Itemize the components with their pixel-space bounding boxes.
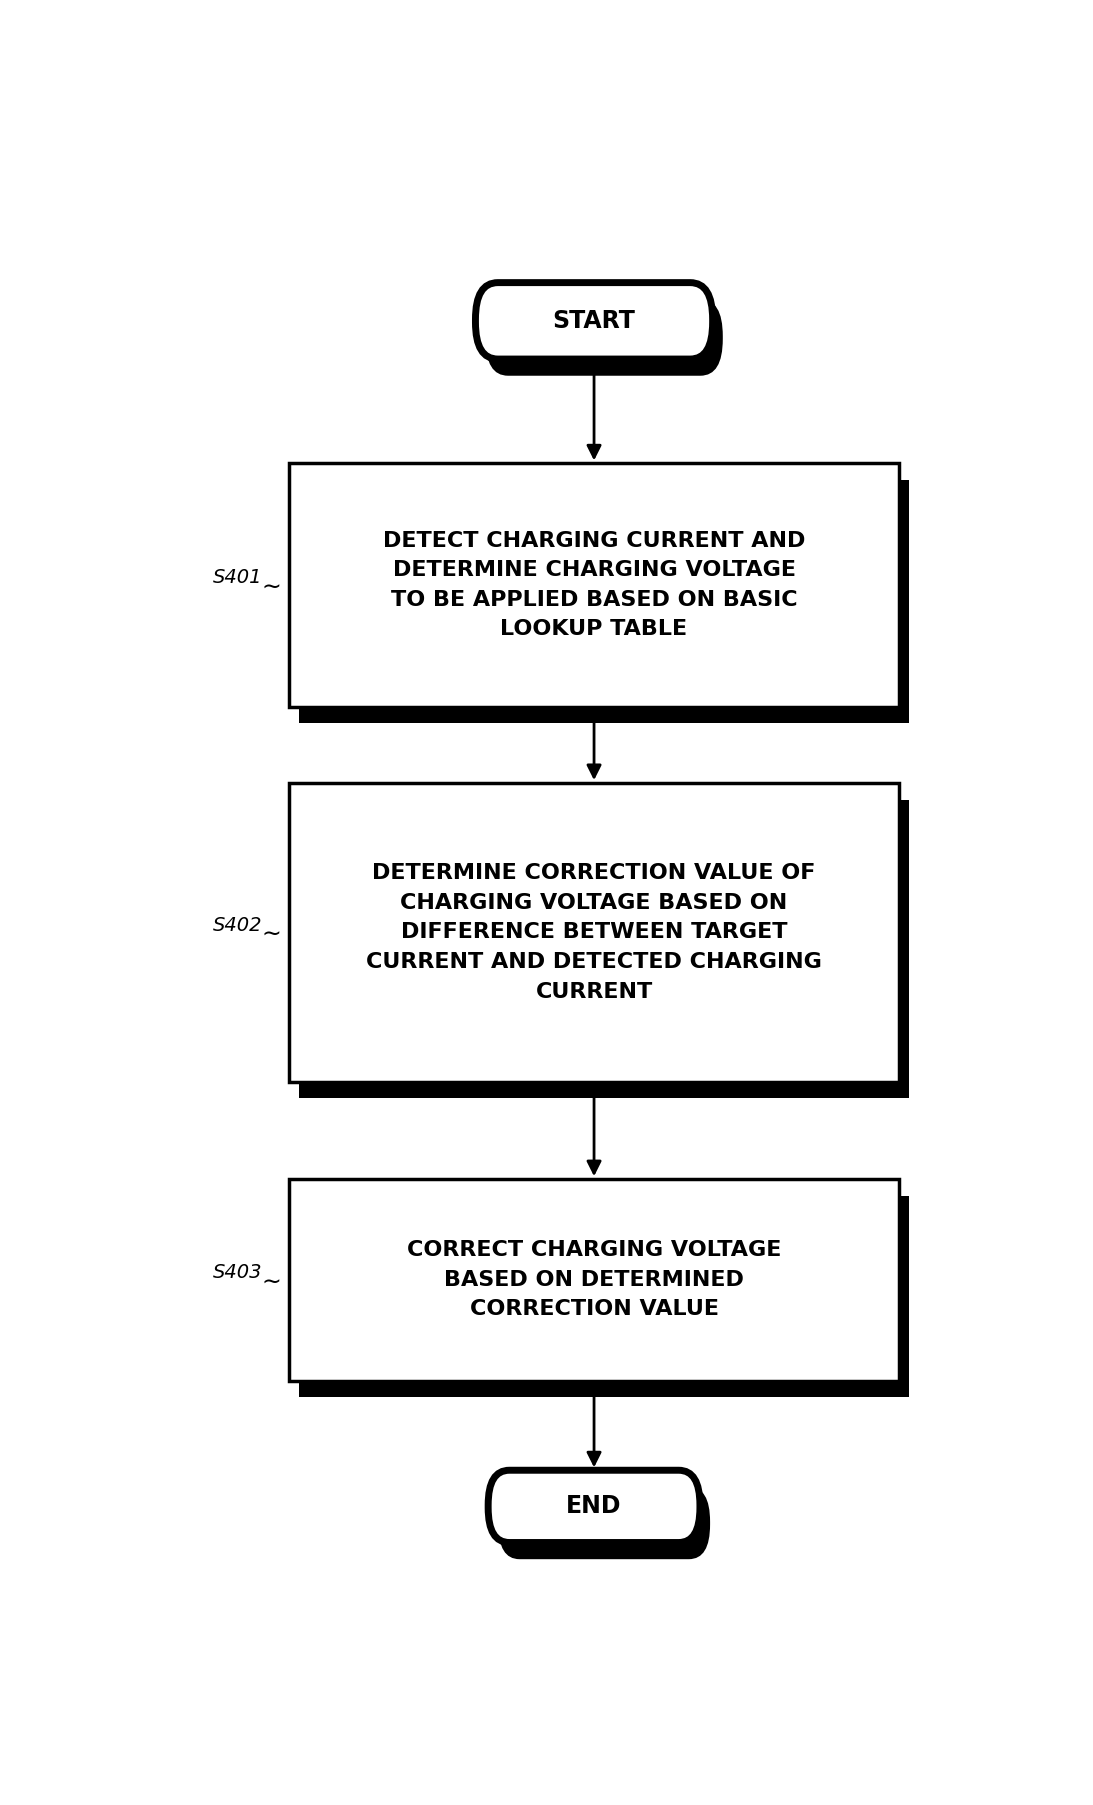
Text: ∼: ∼	[261, 922, 281, 948]
Text: ∼: ∼	[261, 576, 281, 599]
Text: START: START	[553, 309, 635, 332]
FancyBboxPatch shape	[475, 283, 713, 359]
Bar	[290, 783, 900, 1081]
Bar	[290, 1179, 900, 1381]
Text: S402: S402	[213, 915, 262, 935]
Text: CORRECT CHARGING VOLTAGE
BASED ON DETERMINED
CORRECTION VALUE: CORRECT CHARGING VOLTAGE BASED ON DETERM…	[407, 1240, 781, 1319]
Bar	[299, 800, 909, 1099]
Text: END: END	[566, 1495, 622, 1518]
Bar	[299, 480, 909, 724]
FancyBboxPatch shape	[498, 1487, 710, 1560]
Text: DETECT CHARGING CURRENT AND
DETERMINE CHARGING VOLTAGE
TO BE APPLIED BASED ON BA: DETECT CHARGING CURRENT AND DETERMINE CH…	[383, 531, 806, 639]
FancyBboxPatch shape	[485, 300, 722, 375]
Text: S401: S401	[213, 569, 262, 587]
Text: ∼: ∼	[261, 1271, 281, 1294]
Text: DETERMINE CORRECTION VALUE OF
CHARGING VOLTAGE BASED ON
DIFFERENCE BETWEEN TARGE: DETERMINE CORRECTION VALUE OF CHARGING V…	[366, 863, 822, 1002]
Bar	[290, 464, 900, 706]
Bar	[299, 1195, 909, 1397]
FancyBboxPatch shape	[489, 1471, 700, 1543]
Text: S403: S403	[213, 1264, 262, 1282]
